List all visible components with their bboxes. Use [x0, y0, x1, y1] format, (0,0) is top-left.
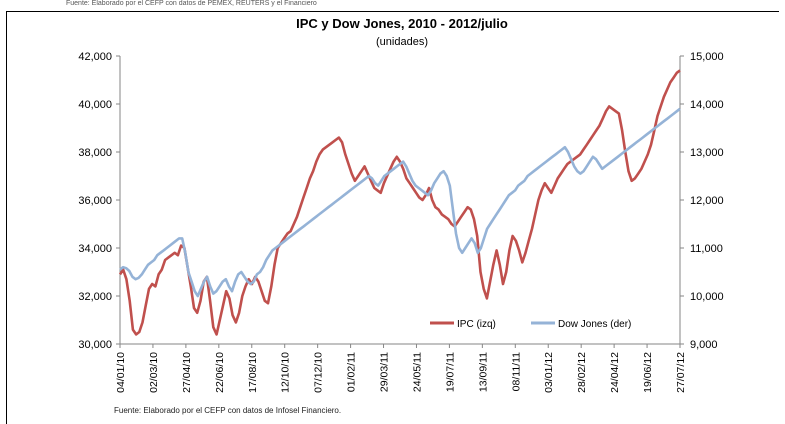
- x-tick-label: 17/08/10: [247, 352, 259, 393]
- series-ipc: [118, 69, 681, 336]
- left-tick-label: 30,000: [78, 339, 112, 351]
- chart-subtitle: (unidades): [376, 36, 428, 48]
- left-tick-label: 34,000: [78, 243, 112, 255]
- right-tick-label: 13,000: [690, 147, 724, 159]
- axes-group: 30,000 32,000 34,000 36,000 38,000 40,000 42,0…: [78, 51, 723, 393]
- right-tick-label: 10,000: [690, 291, 724, 303]
- x-tick-label: 19/06/12: [642, 352, 654, 393]
- x-tick-label: 01/02/11: [346, 352, 358, 392]
- x-tick-label: 19/07/11: [444, 352, 456, 392]
- left-tick-label: 40,000: [78, 99, 112, 111]
- left-tick-label: 42,000: [78, 51, 112, 63]
- dow-jones-line: [119, 107, 681, 298]
- x-tick-label: 27/07/12: [675, 352, 687, 393]
- x-tick-label: 02/03/10: [148, 352, 160, 393]
- chart-frame: [6, 11, 779, 424]
- right-tick-label: 14,000: [690, 99, 724, 111]
- x-tick-label: 29/03/11: [379, 352, 391, 392]
- series-dow-jones: [119, 107, 681, 298]
- legend: IPC (izq) Dow Jones (der): [430, 319, 631, 330]
- right-tick-label: 9,000: [690, 339, 718, 351]
- x-tick-label: 12/10/10: [280, 352, 292, 393]
- legend-label-ipc: IPC (izq): [457, 319, 496, 330]
- x-tick-label: 27/04/10: [181, 352, 193, 393]
- x-tick-label: 13/09/11: [477, 352, 489, 392]
- x-tick-label: 03/01/12: [543, 352, 555, 393]
- right-tick-label: 15,000: [690, 51, 724, 63]
- right-tick-label: 11,000: [690, 243, 723, 255]
- x-tick-label: 08/11/11: [510, 352, 522, 391]
- x-tick-label: 24/05/11: [411, 352, 423, 392]
- chart-title: IPC y Dow Jones, 2010 - 2012/julio: [296, 16, 508, 31]
- ipc-line: [118, 69, 681, 336]
- source-note: Fuente: Elaborado por el CEFP con datos …: [114, 406, 342, 415]
- legend-label-dow-jones: Dow Jones (der): [558, 319, 631, 330]
- top-source-note: Fuente: Elaborado por el CEFP con datos …: [66, 0, 317, 7]
- x-tick-label: 28/02/12: [576, 352, 588, 393]
- x-tick-label: 07/12/10: [313, 352, 325, 393]
- x-tick-label: 04/01/10: [115, 352, 127, 393]
- left-tick-label: 32,000: [78, 291, 112, 303]
- x-tick-label: 22/06/10: [214, 352, 226, 393]
- right-tick-label: 12,000: [690, 195, 724, 207]
- left-tick-label: 36,000: [78, 195, 112, 207]
- left-tick-label: 38,000: [78, 147, 112, 159]
- x-tick-label: 24/04/12: [609, 352, 621, 393]
